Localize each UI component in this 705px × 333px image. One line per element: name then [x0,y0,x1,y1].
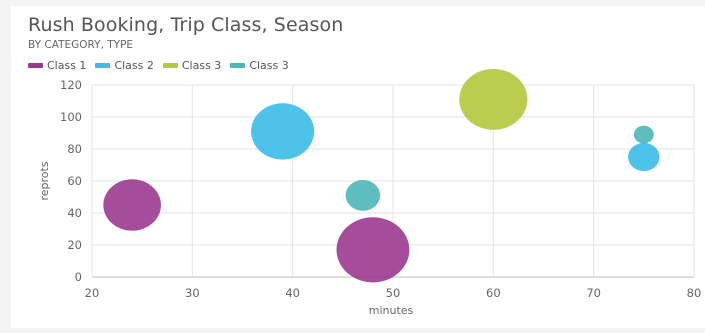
legend-swatch [28,63,43,68]
legend-swatch [162,63,178,68]
y-tick-label: 20 [67,238,82,252]
bubble [251,103,315,160]
legend-item[interactable]: Class 3 [230,59,289,72]
bubble [336,217,410,283]
y-tick-label: 100 [60,110,82,124]
bubble [103,179,161,231]
legend-label: Class 3 [249,59,289,72]
legend-swatch [230,63,246,68]
y-tick-label: 0 [75,270,82,284]
chart-card: Rush Booking, Trip Class, Season BY CATE… [11,6,705,328]
x-tick-label: 60 [486,286,501,300]
x-tick-label: 80 [687,286,702,300]
chart-subtitle: BY CATEGORY, TYPE [28,39,134,51]
legend-item[interactable]: Class 3 [162,59,222,72]
bubble [459,68,528,130]
y-axis-label: reprots [38,161,51,200]
legend-item[interactable]: Class 1 [28,59,86,72]
legend-swatch [95,63,111,68]
x-axis-label: minutes [369,304,414,317]
legend-label: Class 3 [181,59,222,72]
x-tick-label: 40 [285,286,300,300]
bubble [628,142,660,172]
y-tick-label: 40 [67,206,82,220]
bubble [345,179,381,211]
chart-legend: Class 1 Class 2 Class 3 Class 3 [28,59,298,72]
x-tick-label: 30 [185,286,200,300]
y-tick-label: 60 [67,174,82,188]
y-tick-label: 80 [67,142,82,156]
bubble [633,125,654,144]
legend-item[interactable]: Class 2 [95,59,154,72]
legend-label: Class 2 [114,59,154,72]
x-tick-label: 20 [85,286,100,300]
chart-title: Rush Booking, Trip Class, Season [28,14,344,36]
x-tick-label: 70 [586,286,601,300]
x-tick-label: 50 [386,286,401,300]
y-tick-label: 120 [60,78,82,92]
legend-label: Class 1 [47,59,87,72]
